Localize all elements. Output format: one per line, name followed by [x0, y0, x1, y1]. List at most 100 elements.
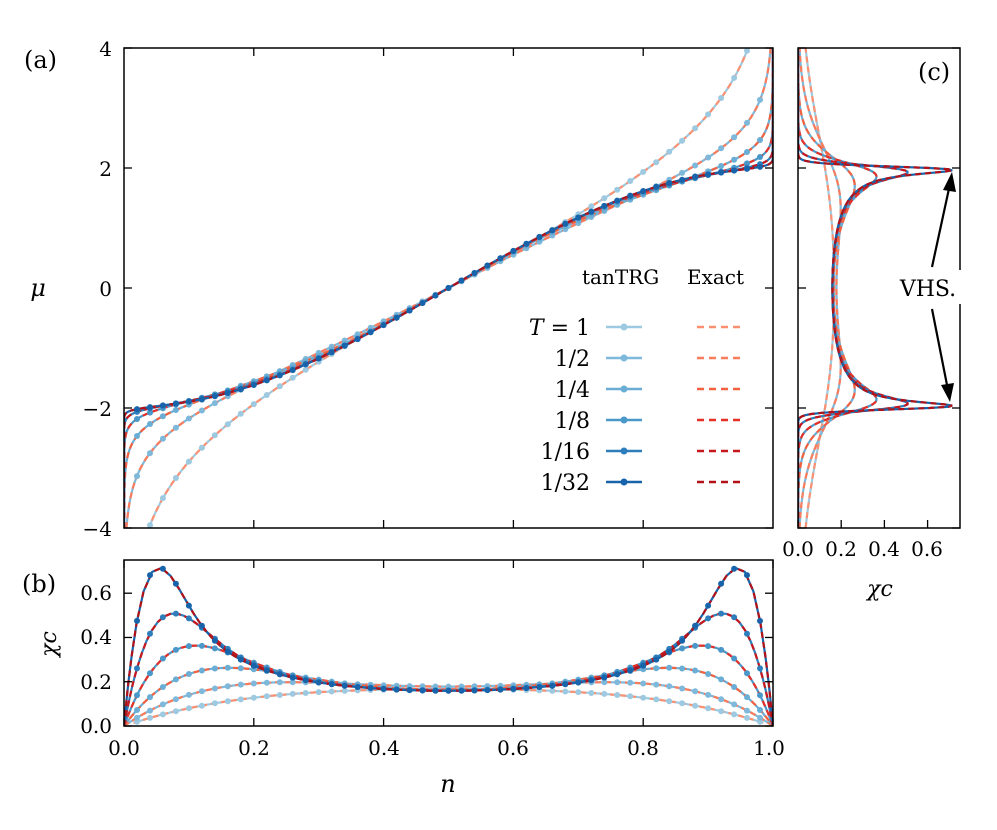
legend-marks: [606, 323, 741, 486]
xtick-label-b-06: 0.6: [497, 736, 529, 760]
marker-b-T1-2-49: [757, 714, 763, 721]
marker-b-T1-4-47: [731, 684, 738, 690]
panel-a-ylabel: μ: [30, 274, 46, 302]
marker-b-T1-49: [757, 718, 763, 725]
marker-b-T1-37: [601, 690, 608, 697]
marker-b-T1-4-4: [172, 676, 179, 683]
marker-b-T1-2-3: [159, 701, 166, 708]
panel-b-xticklabels: 0.0 0.2 0.4 0.6 0.8 1.0: [108, 736, 785, 760]
exact-line-c-T1-32: [798, 48, 953, 528]
marker-a-T1-32-7: [211, 393, 218, 400]
marker-a-T1-11: [263, 392, 270, 398]
exact-line-a-T1-32: [124, 48, 773, 528]
marker-b-T1-4-8: [224, 664, 231, 671]
marker-b-T1-44: [692, 702, 699, 709]
marker-a-T1-32-19: [367, 329, 374, 336]
marker-b-T1-2-43: [679, 685, 686, 692]
marker-b-T1-2: [147, 714, 153, 721]
marker-b-T1-17: [341, 687, 348, 694]
marker-b-T1-6: [198, 702, 205, 709]
marker-b-T1-2-42: [666, 683, 673, 690]
marker-b-T1-32-14: [302, 677, 309, 684]
marker-b-T1-16-47: [731, 614, 738, 621]
marker-a-T1-4-47: [731, 156, 738, 163]
marker-a-T1-32-49: [757, 163, 763, 170]
marker-a-T1-32-39: [627, 192, 634, 199]
marker-b-T1-4-43: [679, 665, 686, 672]
marker-a-T1-4-48: [744, 149, 750, 155]
marker-b-T1-32-11: [263, 667, 270, 674]
marker-b-T1-32-15: [315, 679, 322, 686]
marker-b-T1-16-3: [159, 614, 166, 621]
marker-a-T1-32-21: [393, 314, 400, 321]
marker-b-T1-32-38: [614, 671, 621, 678]
ytick-label-a-0: 0: [99, 277, 112, 301]
vhs-annotation-bg: [890, 270, 964, 304]
marker-b-T1-32-4: [172, 580, 179, 587]
marker-a-T1-44: [692, 125, 699, 132]
marker-b-T1-32-21: [393, 686, 400, 693]
marker-b-T1-32-7: [211, 637, 218, 644]
marker-a-T1-32-38: [614, 197, 621, 204]
xtick-label-c-04: 0.4: [868, 537, 900, 561]
marker-b-T1-16-45: [705, 615, 712, 622]
vhs-arrowhead-upper: [943, 172, 956, 192]
tantrg-line-c-T1-4: [798, 48, 856, 528]
tantrg-line-a-T1-2: [125, 48, 772, 528]
marker-a-T1-43: [679, 137, 686, 144]
tantrg-line-b-T1-16: [124, 612, 773, 726]
marker-b-T1-4-9: [237, 665, 244, 672]
marker-b-T1-2-6: [198, 688, 205, 695]
marker-b-T1-12: [276, 692, 283, 698]
marker-b-T1-2-4: [172, 696, 179, 703]
marker-a-T1-32-14: [302, 361, 309, 368]
marker-a-T1-6: [198, 444, 205, 451]
marker-b-T1-36: [588, 690, 595, 696]
marker-b-T1-32-9: [237, 656, 244, 663]
marker-a-T1-4-49: [757, 137, 763, 143]
marker-b-T1-4-44: [692, 667, 699, 674]
marker-b-T1-32-35: [575, 679, 582, 686]
marker-b-T1-8-45: [705, 643, 712, 650]
marker-a-T1-32-33: [549, 227, 556, 234]
marker-b-T1-16-2: [147, 630, 153, 637]
marker-b-T1-32-26: [458, 687, 465, 694]
panel-a-yticklabels: −4 −2 0 2 4: [83, 37, 112, 541]
exact-line-c-T1: [804, 48, 836, 528]
marker-b-T1-32-42: [666, 648, 673, 655]
tantrg-line-a-T1-16: [124, 48, 773, 528]
marker-a-T1-38: [614, 186, 621, 193]
ytick-label-b-02: 0.2: [80, 670, 112, 694]
marker-b-T1-8: [224, 698, 231, 705]
marker-b-T1-4-49: [757, 707, 763, 713]
marker-a-T1-45: [705, 111, 712, 118]
marker-a-T1-4-4: [172, 407, 179, 413]
marker-b-T1-2-39: [627, 679, 634, 686]
panel-b-frame: [123, 559, 774, 727]
marker-a-T1-2-49: [757, 96, 763, 103]
marker-b-T1-38: [614, 692, 621, 698]
marker-b-T1-32-33: [549, 682, 556, 689]
xtick-label-b-02: 0.2: [238, 736, 270, 760]
marker-a-T1-37: [601, 195, 608, 202]
marker-b-T1-32-46: [718, 580, 725, 587]
marker-a-T1-32-13: [289, 367, 296, 374]
marker-b-T1-32-36: [588, 677, 595, 684]
panel-a: (a) μ −4 −2 0 2 4 tanTRG Exact T = 1 1/2…: [24, 37, 774, 541]
marker-b-T1-2-47: [731, 701, 738, 708]
marker-b-T1-5: [185, 705, 192, 712]
marker-b-T1-32-43: [679, 637, 686, 644]
marker-a-T1-32-46: [718, 169, 725, 176]
marker-a-T1-32-36: [588, 208, 595, 215]
marker-b-T1-7: [211, 700, 218, 707]
legend-label-1-8: 1/8: [555, 409, 590, 434]
panel-b-xlabel: n: [440, 770, 455, 798]
marker-a-T1-2-2: [147, 450, 153, 457]
marker-b-T1-16-1: [134, 665, 140, 672]
marker-a-T1-32-42: [666, 180, 673, 186]
marker-b-T1-33: [549, 687, 556, 694]
marker-b-T1-8-48: [744, 670, 750, 677]
legend-label-T1: T = 1: [529, 316, 590, 341]
marker-b-T1-32-23: [419, 687, 426, 694]
panel-b-label: (b): [22, 570, 56, 598]
